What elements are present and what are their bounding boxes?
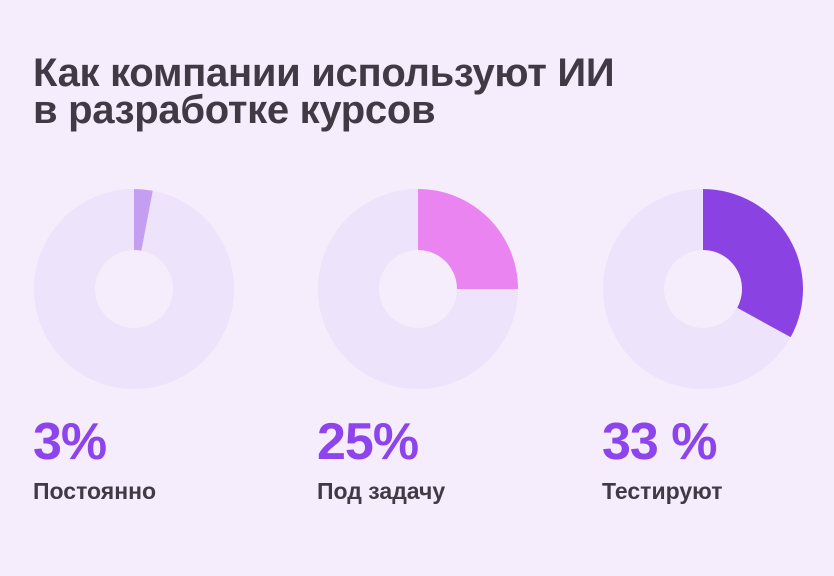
value-testing: 33 % [602, 413, 718, 471]
chart-title-line-2: в разработке курсов [33, 88, 436, 132]
donut-slice-remainder [603, 189, 791, 389]
donut-slice-value [134, 189, 153, 251]
donut-chart-testing [603, 189, 804, 389]
label-constantly: Постоянно [33, 478, 157, 504]
chart-title: Как компании используют ИИ в разработке … [33, 51, 615, 132]
donut-slice-remainder [34, 189, 235, 389]
donut-card-task-based: 25% Под задачу [317, 188, 547, 518]
donut-card-constantly: 3% Постоянно [33, 188, 263, 518]
donut-chart-constantly [34, 189, 235, 389]
chart-title-line-1: Как компании используют ИИ [33, 51, 615, 95]
donut-card-testing: 33 % Тестируют [602, 188, 832, 518]
label-task-based: Под задачу [317, 478, 446, 504]
donut-slice-value [703, 189, 804, 338]
donut-slice-value [418, 189, 518, 289]
donut-slice-remainder [318, 189, 518, 389]
label-testing: Тестируют [602, 478, 723, 504]
value-constantly: 3% [33, 413, 107, 471]
donut-chart-task-based [318, 189, 518, 389]
value-task-based: 25% [317, 413, 419, 471]
